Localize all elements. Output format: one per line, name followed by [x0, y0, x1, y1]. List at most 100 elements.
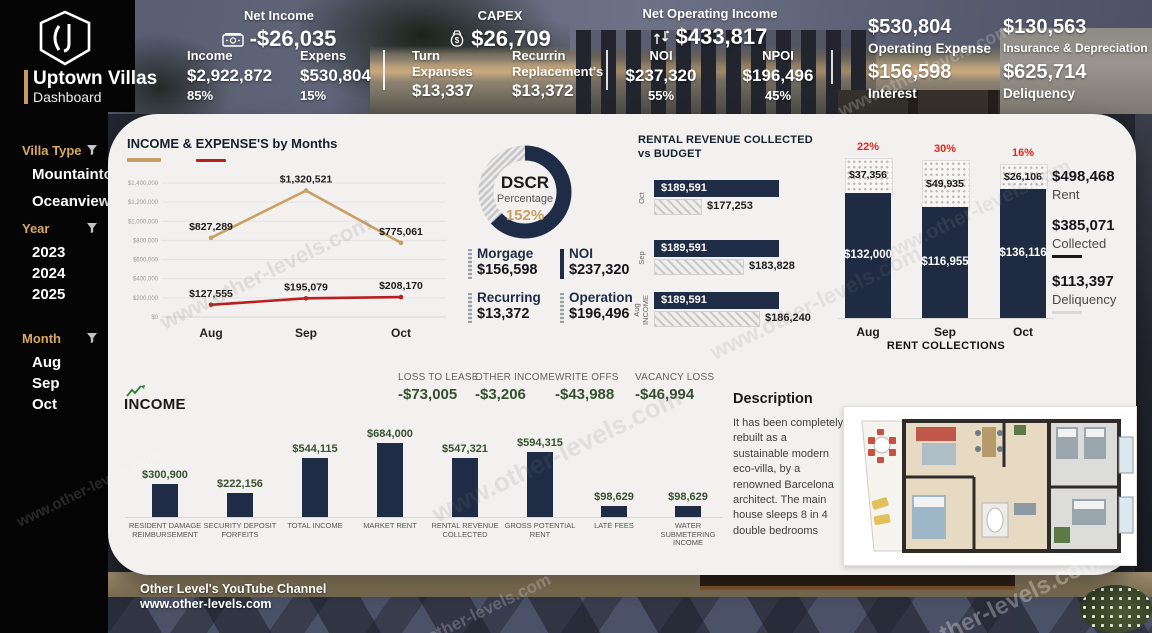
variance-segment-aug[interactable]: [845, 157, 893, 195]
bar-total-income[interactable]: [302, 458, 328, 517]
dscr-label: DSCR: [501, 173, 549, 192]
budget-bar-sep[interactable]: $189,591: [654, 240, 779, 257]
collected-segment-sep[interactable]: [922, 207, 968, 318]
bar-category-label: LATE FEES: [594, 521, 634, 530]
description-text: It has been completely rebuilt as a sust…: [733, 417, 844, 537]
bar-value: $684,000: [367, 428, 413, 440]
income-expense-line-chart[interactable]: $0 $200,000 $400,000 $600,000 $800,000 $1,000…: [120, 165, 450, 350]
kpi-label: Net Income: [243, 8, 315, 23]
variance-value: $37,356: [849, 169, 887, 182]
filter-villa-type: Villa Type Mountaintop Oceanview: [0, 142, 122, 220]
summary-delinquency: $113,397 Deliquency: [1052, 273, 1116, 314]
rental-vs-budget-chart[interactable]: $189,591 $177,253 Oct $189,591 $183,828 Sep $1…: [632, 180, 846, 345]
svg-text:$: $: [455, 36, 460, 45]
axis-baseline: [838, 318, 1054, 319]
bar-category-label: WATER SUBMETERING INCOME: [660, 521, 716, 548]
kpi-value: $530,804: [300, 65, 371, 85]
rental-chart-title-line2: vs BUDGET: [638, 148, 702, 161]
variance-percent: 16%: [1011, 147, 1035, 160]
loss-metric-value: -$3,206: [475, 386, 526, 403]
category-label-aug: Aug: [856, 325, 880, 339]
brand-logo-icon: [39, 10, 91, 66]
kpi-expense: Expens $530,804 15%: [300, 48, 371, 103]
summary-underline: [1052, 311, 1082, 314]
kpi-interest: $156,598 Interest: [868, 61, 951, 101]
description-panel: Description It has been completely rebui…: [733, 391, 845, 539]
filter-title: Month: [22, 331, 61, 346]
app-title: Uptown Villas: [33, 68, 158, 89]
category-label-sep: Sep: [636, 251, 646, 265]
bar-value: $98,629: [668, 491, 708, 503]
filter-option-oceanview[interactable]: Oceanview: [32, 193, 111, 210]
summary-label: Collected: [1052, 236, 1107, 251]
kpi-value: $196,496: [742, 65, 814, 85]
variance-percent: 22%: [856, 140, 880, 153]
filter-funnel-icon[interactable]: [86, 222, 98, 234]
window-strip-photo: [838, 90, 1000, 114]
filter-option-aug[interactable]: Aug: [32, 354, 62, 371]
loss-metric-label: OTHER INCOME: [475, 372, 556, 383]
budget-bar-oct[interactable]: $189,591: [654, 180, 779, 197]
filter-option-mountaintop[interactable]: Mountaintop: [32, 166, 122, 183]
bar-gross-potential-rent[interactable]: [527, 452, 553, 517]
filter-funnel-icon[interactable]: [86, 332, 98, 344]
category-label-aug: Aug INCOME: [632, 295, 650, 325]
kpi-percent: 85%: [187, 87, 214, 103]
loss-metric-label: WRITE OFFS: [555, 372, 619, 383]
rental-chart-title: RENTAL REVENUE COLLECTED vs BUDGET: [638, 133, 818, 162]
bar-market-rent[interactable]: [377, 443, 403, 517]
rent-collections-chart[interactable]: RENT COLLECTIONS $37,356 $132,000 22% Aug $4…: [838, 138, 1054, 373]
banknote-icon: [221, 32, 244, 47]
kpi-net-income: Net Income -$26,035: [200, 8, 358, 52]
svg-text:Oct: Oct: [391, 326, 411, 340]
variance-percent: 30%: [933, 142, 957, 155]
income-breakdown-chart[interactable]: $300,900 RESIDENT DAMAGE REIMBURSEMENT $22…: [125, 428, 725, 560]
svg-text:$400,000: $400,000: [133, 277, 159, 283]
svg-text:$1,200,000: $1,200,000: [128, 200, 159, 206]
svg-text:$827,289: $827,289: [189, 221, 233, 233]
collected-bar-value: $177,253: [707, 200, 753, 212]
bar-late-fees[interactable]: [601, 506, 627, 517]
metric-value: $13,372: [477, 306, 530, 322]
bar-resident-damage-reimbursement[interactable]: [152, 484, 178, 517]
dscr-metric-morgage: Morgage $156,598: [468, 246, 537, 279]
filter-option-2023[interactable]: 2023: [32, 244, 66, 261]
footer-credit: Other Level's YouTube Channel www.other-…: [140, 582, 326, 612]
collected-bar-aug[interactable]: [654, 311, 760, 327]
loss-metric-label: LOSS TO LEASE: [398, 372, 479, 383]
bar-water-submetering-income[interactable]: [675, 506, 701, 517]
filter-funnel-icon[interactable]: [86, 144, 98, 156]
filter-title: Year: [22, 221, 50, 236]
kpi-value: $2,922,872: [187, 65, 273, 85]
budget-bar-value: $189,591: [661, 242, 707, 254]
kpi-label: Deliquency: [1003, 86, 1076, 101]
variance-segment-oct[interactable]: [1000, 164, 1048, 192]
collected-segment-oct[interactable]: [1000, 189, 1046, 318]
filter-option-oct[interactable]: Oct: [32, 396, 58, 413]
bar-rental-revenue-collected[interactable]: [452, 458, 478, 517]
filter-option-2025[interactable]: 2025: [32, 286, 66, 303]
collected-bar-sep[interactable]: [654, 259, 744, 275]
filter-option-sep[interactable]: Sep: [32, 375, 60, 392]
kpi-label: Turn Expanses: [412, 48, 473, 79]
filter-option-2024[interactable]: 2024: [32, 265, 66, 282]
variance-segment-sep[interactable]: [922, 159, 970, 210]
collected-value: $116,955: [921, 255, 969, 268]
kpi-label: Operating Expense: [868, 41, 992, 56]
metric-accent-bar: [560, 249, 564, 279]
filter-year: Year 2023 2024 2025: [0, 220, 108, 307]
bar-value: $222,156: [217, 478, 263, 490]
budget-bar-aug[interactable]: $189,591: [654, 292, 779, 309]
svg-text:$200,000: $200,000: [133, 296, 159, 302]
dscr-donut-chart[interactable]: DSCR Percentage 152%: [470, 137, 580, 247]
loss-metric-value: -$46,994: [635, 386, 695, 403]
metric-accent-bar: [468, 293, 472, 323]
bar-category-label: TOTAL INCOME: [287, 521, 343, 530]
collected-bar-oct[interactable]: [654, 199, 702, 215]
bar-security-deposit-forfeits[interactable]: [227, 493, 253, 517]
svg-text:$600,000: $600,000: [133, 258, 159, 264]
collected-segment-aug[interactable]: [845, 193, 891, 318]
dscr-value: 152%: [506, 207, 544, 224]
metric-accent-bar: [468, 249, 472, 279]
